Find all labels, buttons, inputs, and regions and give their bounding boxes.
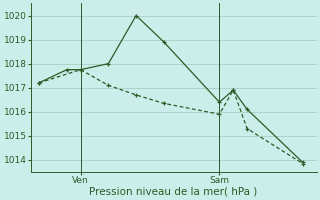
X-axis label: Pression niveau de la mer( hPa ): Pression niveau de la mer( hPa ) <box>90 187 258 197</box>
